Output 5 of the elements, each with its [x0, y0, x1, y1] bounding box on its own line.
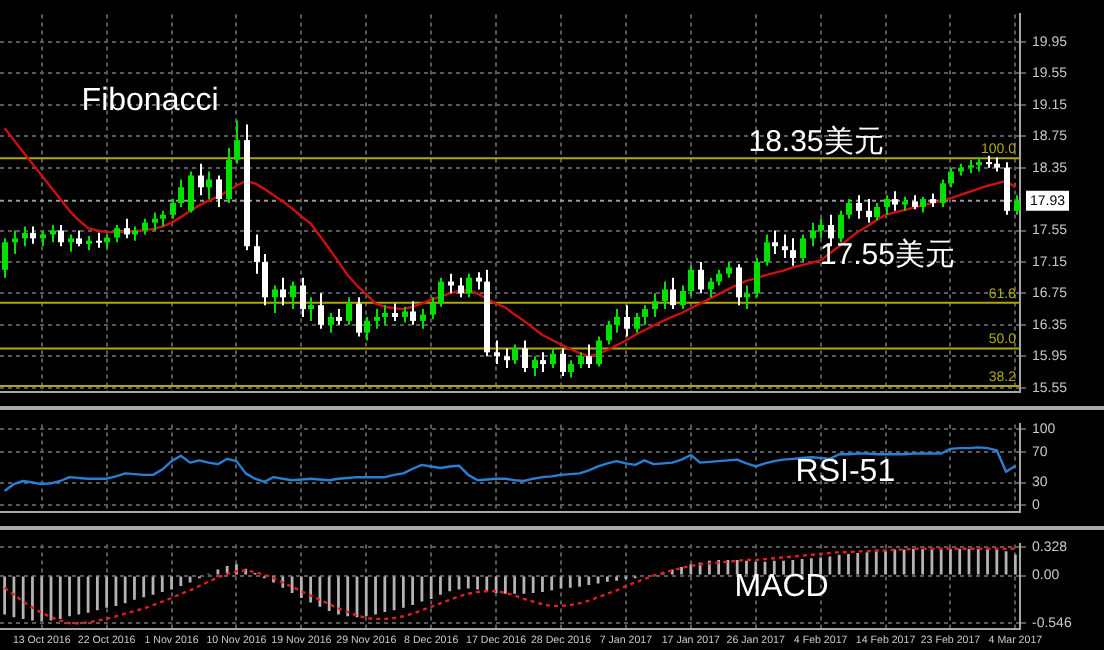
- text: Fibonacci: [81, 83, 219, 118]
- annotation: 17.55美元: [819, 238, 955, 273]
- text: RSI-51: [795, 455, 896, 490]
- text: MACD: [734, 569, 829, 604]
- annotation: 18.35美元: [748, 124, 884, 159]
